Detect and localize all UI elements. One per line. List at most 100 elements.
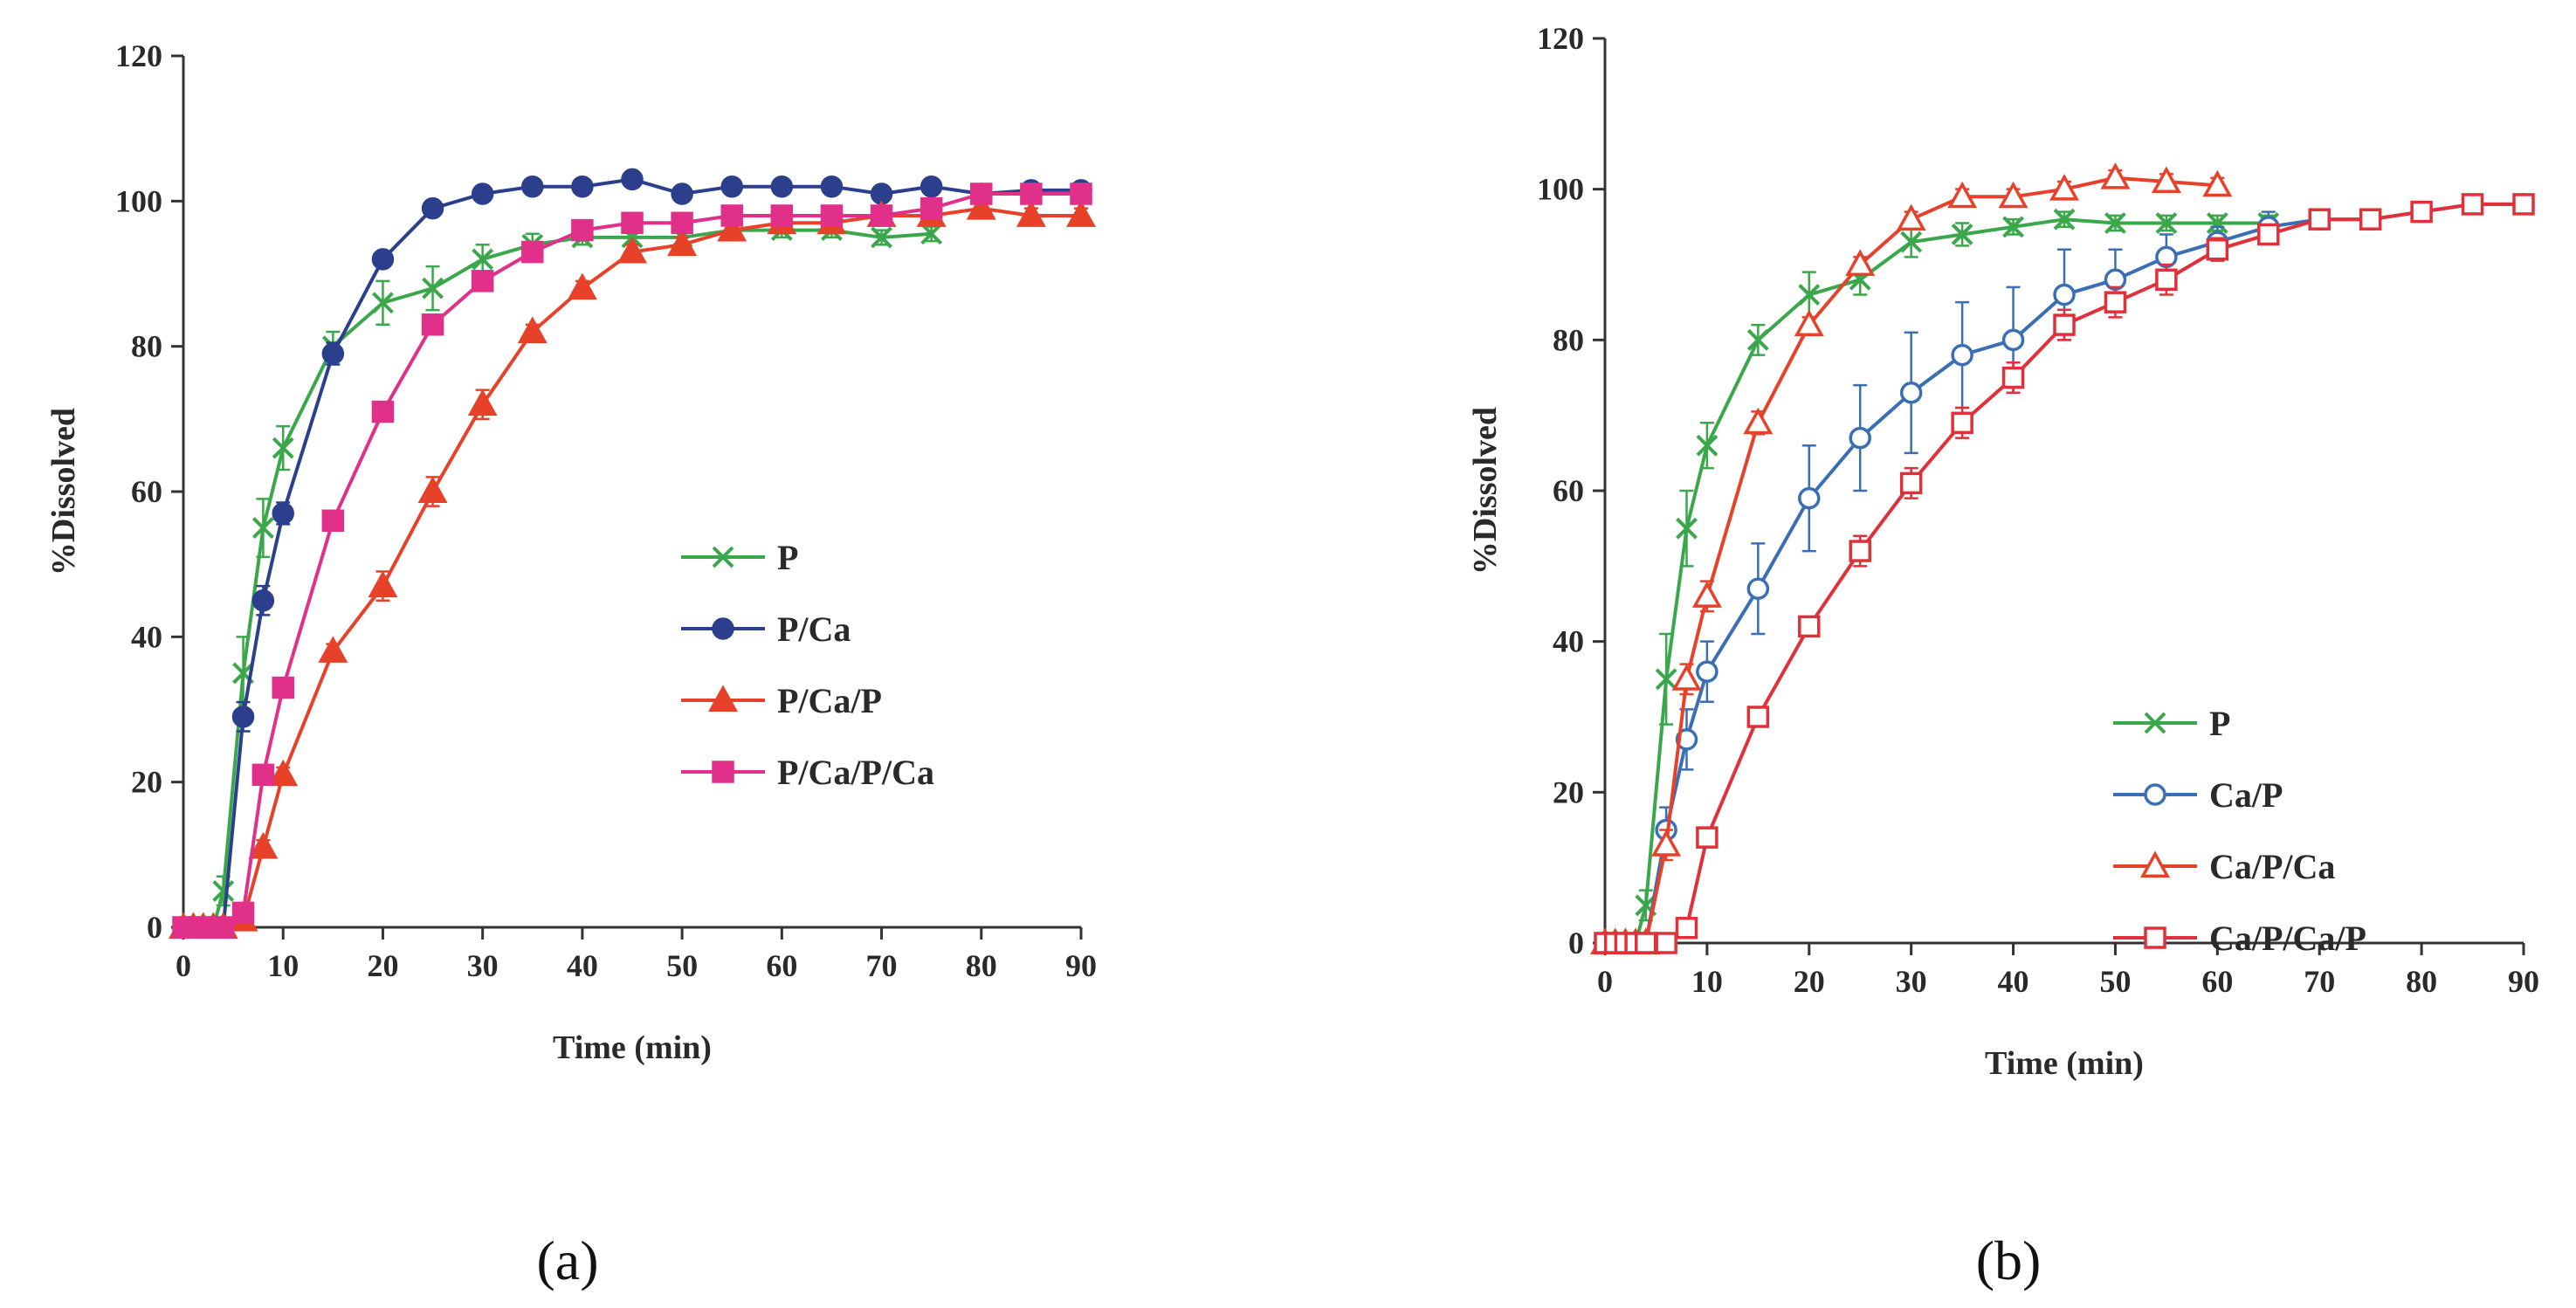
data-point — [1696, 660, 1718, 683]
data-point — [1651, 830, 1682, 857]
data-point — [268, 759, 299, 787]
legend-marker — [2144, 926, 2166, 949]
data-point — [820, 175, 844, 198]
data-point — [2206, 212, 2228, 234]
data-point — [2100, 162, 2131, 189]
legend-marker — [712, 617, 734, 640]
legend-marker — [712, 761, 734, 783]
x-tick-label: 50 — [666, 948, 698, 983]
data-point — [2257, 223, 2280, 246]
data-point — [1675, 916, 1698, 940]
data-point — [2155, 212, 2178, 234]
series-line — [183, 228, 932, 929]
data-point — [517, 316, 548, 343]
x-tick-label: 70 — [866, 948, 898, 983]
x-tick-label: 60 — [2201, 964, 2233, 999]
x-tick-label: 90 — [2508, 964, 2539, 999]
data-point — [617, 236, 647, 264]
data-point — [2308, 208, 2331, 231]
data-point — [920, 196, 943, 220]
x-tick-label: 90 — [1065, 948, 1097, 983]
chart-panel-a: 0 20 40 60 80 100 120 0 10 20 30 40 50 60 70 80 90 Time (… — [45, 38, 1097, 1066]
y-tick-label: 60 — [1553, 473, 1584, 508]
data-point — [251, 517, 274, 539]
legend-label: P — [2209, 704, 2230, 743]
data-point — [2001, 366, 2025, 389]
data-point — [1947, 181, 1978, 209]
x-tick-label: 20 — [1794, 964, 1825, 999]
x-axis-label: Time (min) — [553, 1029, 712, 1066]
data-point — [770, 175, 794, 198]
data-point — [770, 204, 794, 227]
legend-entry: P/Ca — [681, 609, 851, 649]
x-tick-label: 60 — [766, 948, 797, 983]
data-point — [251, 589, 275, 612]
data-point — [2053, 283, 2076, 306]
y-tick-label: 20 — [131, 765, 162, 800]
y-tick-label: 100 — [115, 183, 162, 218]
x-tick-label: 80 — [966, 948, 997, 983]
y-tick-label: 40 — [1553, 624, 1584, 659]
legend-marker — [2144, 712, 2166, 734]
x-tick-label: 0 — [1597, 964, 1613, 999]
data-point — [820, 204, 844, 227]
data-point — [272, 502, 294, 525]
data-point — [1899, 472, 1923, 495]
data-point — [1655, 932, 1677, 954]
y-tick-label: 100 — [1537, 172, 1584, 207]
data-point — [211, 916, 235, 939]
legend-label: Ca/P/Ca/P — [2209, 919, 2366, 958]
series-ca-p-ca — [1590, 162, 2233, 954]
data-point — [567, 272, 597, 300]
series-p-ca-p — [169, 193, 1096, 939]
data-point — [1696, 434, 1718, 457]
data-point — [368, 570, 398, 598]
legend-label: P/Ca/P/Ca — [777, 753, 934, 792]
data-point — [1746, 706, 1770, 728]
legend-entry: P — [2113, 704, 2230, 743]
data-point — [231, 706, 255, 728]
data-point — [2202, 169, 2233, 197]
data-point — [2512, 193, 2535, 216]
legend-marker — [2144, 783, 2166, 806]
x-tick-label: 40 — [1998, 964, 2029, 999]
data-point — [1899, 382, 1923, 404]
legend-label: P/Ca — [777, 609, 851, 649]
data-point — [621, 168, 644, 191]
data-point — [1794, 309, 1824, 337]
data-point — [2002, 216, 2024, 238]
y-tick-label: 120 — [115, 38, 162, 73]
data-point — [1020, 182, 1043, 205]
y-tick-label: 80 — [1553, 322, 1584, 357]
data-point — [1675, 728, 1698, 751]
data-point — [1746, 577, 1770, 600]
data-point — [1746, 328, 1769, 351]
data-point — [1951, 224, 1973, 245]
legend-marker — [2140, 850, 2170, 878]
series-ca-p-ca-p — [1594, 193, 2535, 954]
x-tick-label: 30 — [467, 948, 499, 983]
x-tick-label: 70 — [2304, 964, 2335, 999]
data-point — [417, 476, 448, 503]
data-point — [421, 313, 444, 336]
data-point — [471, 270, 494, 293]
data-point — [871, 226, 892, 249]
x-tick-label: 10 — [267, 948, 299, 983]
legend-marker — [712, 546, 734, 568]
data-point — [720, 175, 743, 198]
data-point — [1798, 486, 1821, 510]
data-point — [1655, 668, 1677, 691]
y-tick-label: 0 — [147, 910, 162, 945]
data-point — [421, 196, 444, 220]
data-point — [1743, 407, 1774, 435]
data-point — [2461, 193, 2484, 216]
data-point — [1845, 249, 1876, 276]
data-point — [321, 509, 345, 533]
y-tick-label: 120 — [1537, 21, 1584, 56]
legend-entry: P — [681, 538, 798, 577]
data-point — [521, 175, 544, 198]
data-point — [251, 763, 275, 787]
data-point — [1951, 411, 1973, 435]
data-point — [2155, 268, 2178, 292]
data-point — [1798, 615, 1821, 638]
